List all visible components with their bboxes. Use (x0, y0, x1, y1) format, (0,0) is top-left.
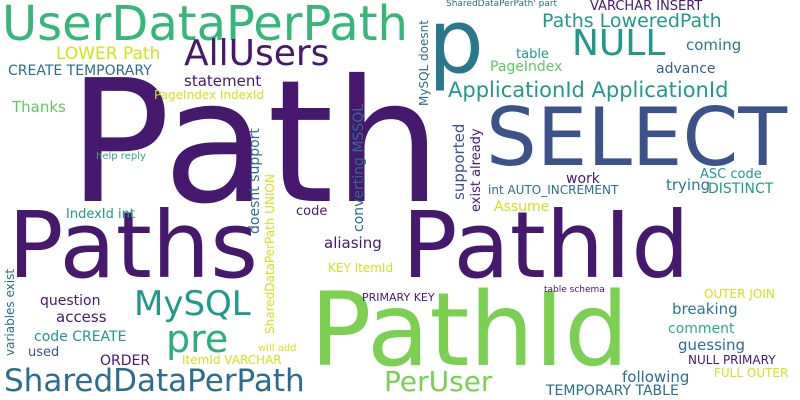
word-pre: pre (166, 317, 229, 361)
word-pathid-purple: PathId (402, 192, 690, 299)
word-itemid-varchar: ItemId VARCHAR (182, 353, 282, 367)
word-path: Path (68, 44, 442, 242)
word-supported: supported (450, 123, 468, 200)
word-full-outer: FULL OUTER (714, 366, 789, 380)
word-following: following (622, 368, 690, 386)
word-coming: coming (686, 36, 742, 54)
word-converting-mssql: converting MSSQL (351, 103, 367, 232)
word-p: p (428, 0, 484, 93)
word-access: access (56, 308, 107, 326)
word-pageindex-indexid: PageIndex IndexId (154, 88, 265, 102)
word-int-auto-increment: int AUTO_INCREMENT (488, 183, 619, 197)
word-code-create: code CREATE (34, 329, 127, 345)
word-distinct: DISTINCT (708, 181, 774, 197)
word-used: used (28, 345, 60, 360)
word-mysql-doesnt: MySQL doesnt (417, 20, 431, 106)
word-shareddataperpath-part: SharedDataPerPath' part (446, 0, 558, 9)
word-create-temporary: CREATE TEMPORARY (8, 63, 152, 79)
word-breaking: breaking (672, 300, 738, 318)
word-variables-exist: variables exist (3, 268, 17, 356)
word-paths-loweredpath: Paths LoweredPath (542, 10, 722, 32)
word-varchar-insert: VARCHAR INSERT (590, 0, 703, 14)
word-applicationid-applicationid: ApplicationId ApplicationId (448, 78, 729, 102)
word-exist-already: exist already (469, 128, 484, 212)
word-shareddataperpath: SharedDataPerPath (4, 363, 305, 399)
word-advance: advance (656, 61, 716, 77)
word-allusers: AllUsers (184, 33, 330, 74)
word-trying: trying (666, 176, 711, 194)
word-null: NULL (572, 23, 666, 64)
word-userdataperpath: UserDataPerPath (2, 0, 408, 52)
word-outer-join: OUTER JOIN (704, 287, 775, 301)
word-aliasing: aliasing (324, 234, 382, 252)
word-assume: Assume (494, 199, 550, 215)
word-thanks: Thanks (12, 98, 66, 116)
word-key-itemid: KEY ItemId (328, 261, 394, 275)
word-work: work (566, 171, 600, 187)
word-question: question (40, 293, 101, 309)
word-comment: comment (668, 321, 735, 337)
word-guessing: guessing (678, 336, 746, 354)
word-primary-key: PRIMARY KEY (362, 291, 435, 304)
word-lower-path: LOWER Path (56, 44, 161, 64)
word-table-schema: table schema (544, 285, 605, 295)
word-statement: statement (184, 72, 262, 90)
word-temporary-table: TEMPORARY TABLE (546, 383, 679, 399)
word-pathid-green: PathId (310, 271, 629, 390)
word-shareddataperpath-union: SharedDataPerPath UNION (263, 174, 277, 334)
word-help-reply: help reply (96, 151, 146, 162)
word-order: ORDER (100, 353, 151, 369)
word-indexid-int: IndexId int (66, 207, 135, 222)
word-asc-code: ASC code (700, 167, 762, 182)
word-table: table (516, 47, 549, 62)
word-select: SELECT (486, 91, 788, 184)
word-null-primary: NULL PRIMARY (688, 353, 776, 367)
word-peruser: PerUser (384, 365, 493, 398)
word-mysql: MySQL (134, 284, 251, 324)
word-paths: Paths (8, 192, 259, 299)
word-will-add: will add (258, 343, 297, 354)
word-doesnt-support: doesnt support (247, 128, 263, 234)
word-pageindex: PageIndex (490, 59, 563, 75)
word-code: code (296, 204, 328, 219)
